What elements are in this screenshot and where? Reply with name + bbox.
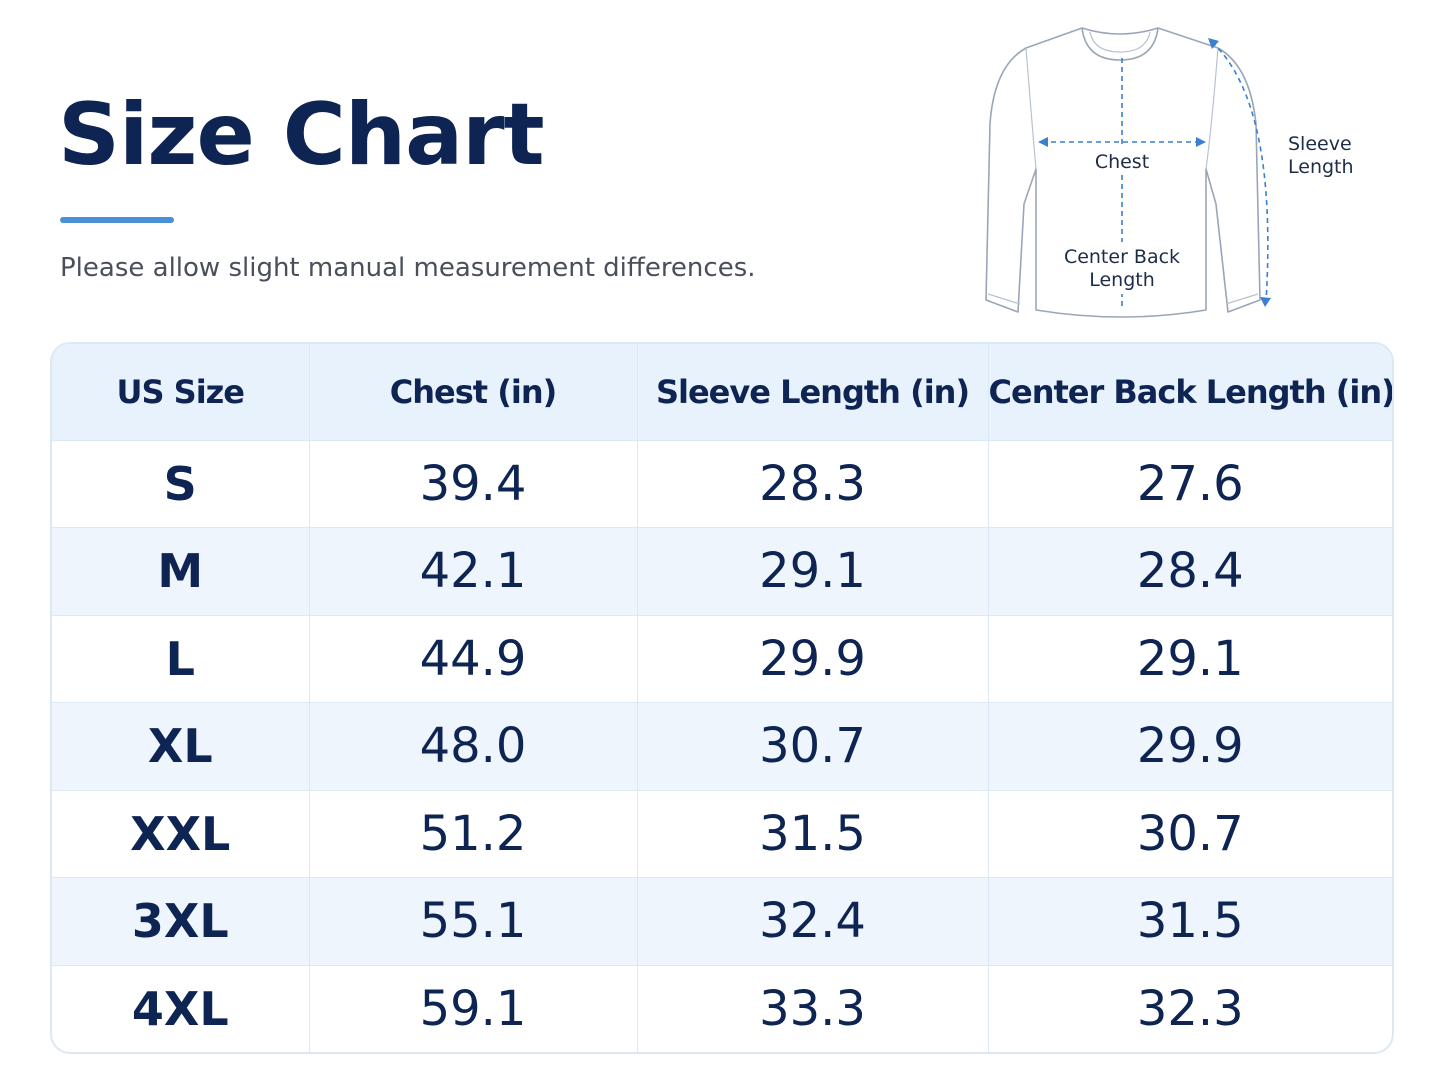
back-length-cell: 31.5 [988, 877, 1392, 966]
sleeve-cell: 33.3 [637, 965, 989, 1052]
chest-cell: 48.0 [309, 702, 638, 791]
chest-label-bg [1090, 148, 1154, 174]
sleeve-cell: 28.3 [637, 440, 989, 528]
back-length-cell: 30.7 [988, 790, 1392, 878]
table-row: 3XL 55.1 32.4 31.5 [52, 877, 1392, 966]
chest-cell: 39.4 [309, 440, 638, 528]
left-sleeve-seam [1025, 47, 1037, 170]
collar-inner [1089, 31, 1151, 53]
sleeve-cell: 29.9 [637, 615, 989, 703]
table-row: 4XL 59.1 33.3 32.3 [52, 965, 1392, 1052]
page-subtitle: Please allow slight manual measurement d… [60, 253, 756, 283]
sleeve-cell: 30.7 [637, 702, 989, 791]
center-back-label-line2: Length [1089, 269, 1155, 291]
chest-cell: 42.1 [309, 527, 638, 616]
sleeve-arrow-bottom [1260, 297, 1271, 307]
sleeve-length-line [1211, 41, 1269, 303]
table-row: L 44.9 29.9 29.1 [52, 615, 1392, 703]
chest-label: Chest [1095, 151, 1149, 173]
back-length-cell: 27.6 [988, 440, 1392, 528]
size-cell: XXL [52, 790, 310, 878]
sleeve-arrow-top [1208, 38, 1219, 49]
right-cuff [1225, 293, 1259, 305]
header-chest: Chest (in) [309, 344, 638, 441]
chest-arrow-right [1196, 137, 1206, 147]
size-table: US Size Chest (in) Sleeve Length (in) Ce… [52, 344, 1392, 1052]
collar-line [1081, 27, 1159, 61]
size-cell: 4XL [52, 965, 310, 1052]
table-header-row: US Size Chest (in) Sleeve Length (in) Ce… [52, 344, 1392, 441]
back-length-cell: 28.4 [988, 527, 1392, 616]
long-sleeve-shirt-icon: Chest Center Back Length Sleeve Length [985, 27, 1354, 318]
left-cuff [987, 293, 1021, 305]
sleeve-cell: 31.5 [637, 790, 989, 878]
back-length-cell: 29.1 [988, 615, 1392, 703]
sleeve-label-line1: Sleeve [1288, 133, 1352, 155]
chest-cell: 55.1 [309, 877, 638, 966]
size-cell: L [52, 615, 310, 703]
table-row: XL 48.0 30.7 29.9 [52, 702, 1392, 791]
table-row: M 42.1 29.1 28.4 [52, 527, 1392, 616]
size-cell: S [52, 440, 310, 528]
header-sleeve-length: Sleeve Length (in) [637, 344, 989, 441]
sleeve-cell: 32.4 [637, 877, 989, 966]
chest-cell: 44.9 [309, 615, 638, 703]
table-row: S 39.4 28.3 27.6 [52, 440, 1392, 528]
back-length-cell: 29.9 [988, 702, 1392, 791]
size-cell: M [52, 527, 310, 616]
back-label-bg [1060, 242, 1184, 294]
size-cell: XL [52, 702, 310, 791]
size-table-container: US Size Chest (in) Sleeve Length (in) Ce… [50, 342, 1394, 1054]
chest-arrow-left [1038, 137, 1048, 147]
sleeve-label-line2: Length [1288, 156, 1354, 178]
back-length-cell: 32.3 [1136, 981, 1244, 1037]
right-sleeve-seam [1205, 47, 1219, 170]
title-underline [60, 217, 174, 223]
center-back-label-line1: Center Back [1064, 246, 1180, 268]
shirt-measurement-diagram: Chest Center Back Length Sleeve Length [960, 14, 1380, 326]
page-title: Size Chart [58, 85, 545, 185]
header-us-size: US Size [52, 344, 310, 441]
table-row: XXL 51.2 31.5 30.7 [52, 790, 1392, 878]
chest-cell: 51.2 [309, 790, 638, 878]
header-center-back-length: Center Back Length (in) [988, 344, 1392, 441]
size-cell: 3XL [52, 877, 310, 966]
chest-cell: 59.1 [309, 965, 638, 1052]
sleeve-cell: 29.1 [637, 527, 989, 616]
